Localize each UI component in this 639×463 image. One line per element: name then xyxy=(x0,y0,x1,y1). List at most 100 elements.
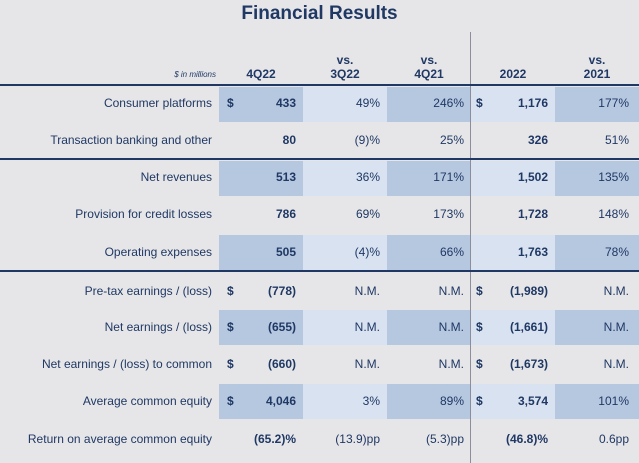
col-header-line1 xyxy=(471,53,555,67)
currency-symbol: $ xyxy=(476,284,483,298)
value-vs-3q22: N.M. xyxy=(354,320,380,334)
value-vs-2021: 0.6pp xyxy=(598,432,629,446)
value-4q22: 4,046 xyxy=(265,394,296,408)
value-vs-4q21: 246% xyxy=(433,96,464,110)
value-2022: (1,989) xyxy=(509,284,548,298)
table-row: Net earnings / (loss) $ (655) N.M. N.M. … xyxy=(0,309,639,346)
value-4q22: 433 xyxy=(275,96,296,110)
value-4q22: 513 xyxy=(275,170,296,184)
row-label: Transaction banking and other xyxy=(50,133,212,147)
table-row: Provision for credit losses 786 69% 173%… xyxy=(0,196,639,233)
col-header-line2: 2021 xyxy=(583,67,611,81)
table-row: Return on average common equity (65.2)% … xyxy=(0,421,639,458)
value-vs-3q22: 49% xyxy=(355,96,380,110)
units-note: $ in millions xyxy=(174,70,216,79)
value-vs-2021: 101% xyxy=(598,394,629,408)
currency-symbol: $ xyxy=(227,394,234,408)
value-vs-2021: 78% xyxy=(604,245,629,259)
value-vs-3q22: 69% xyxy=(355,207,380,221)
row-label: Return on average common equity xyxy=(27,432,212,446)
value-vs-2021: 135% xyxy=(598,170,629,184)
value-vs-2021: N.M. xyxy=(603,284,629,298)
value-vs-4q21: 25% xyxy=(439,133,464,147)
page-title: Financial Results xyxy=(241,3,398,24)
value-vs-4q21: 66% xyxy=(439,245,464,259)
table-row: Pre-tax earnings / (loss) $ (778) N.M. N… xyxy=(0,273,639,310)
value-vs-3q22: (4)% xyxy=(354,245,380,259)
currency-symbol: $ xyxy=(476,96,483,110)
col-header-line2: 4Q21 xyxy=(414,67,444,81)
divider-line xyxy=(0,84,639,86)
value-vs-3q22: N.M. xyxy=(354,357,380,371)
row-label: Net revenues xyxy=(140,170,212,184)
value-vs-3q22: (13.9)pp xyxy=(335,432,380,446)
value-vs-4q21: N.M. xyxy=(438,320,464,334)
row-label: Pre-tax earnings / (loss) xyxy=(84,284,212,298)
currency-symbol: $ xyxy=(227,357,234,371)
value-4q22: 505 xyxy=(275,245,296,259)
col-header-line2: 2022 xyxy=(499,67,527,81)
value-4q22: (65.2)% xyxy=(253,432,296,446)
col-header-vs-4q21: vs. 4Q21 xyxy=(387,53,471,81)
value-vs-2021: N.M. xyxy=(603,357,629,371)
value-vs-4q21: N.M. xyxy=(438,357,464,371)
col-header-line2: 3Q22 xyxy=(330,67,360,81)
value-vs-3q22: 36% xyxy=(355,170,380,184)
value-2022: 1,728 xyxy=(517,207,548,221)
value-vs-2021: 51% xyxy=(604,133,629,147)
value-vs-2021: 148% xyxy=(598,207,629,221)
table-row: Consumer platforms $ 433 49% 246% $ 1,17… xyxy=(0,85,639,122)
col-header-line1: vs. xyxy=(588,53,606,67)
value-vs-4q21: 89% xyxy=(439,394,464,408)
value-vs-3q22: 3% xyxy=(362,394,380,408)
currency-symbol: $ xyxy=(227,284,234,298)
value-2022: 1,502 xyxy=(517,170,548,184)
value-4q22: 786 xyxy=(275,207,296,221)
table-row: Net earnings / (loss) to common $ (660) … xyxy=(0,346,639,383)
value-4q22: (655) xyxy=(267,320,296,334)
divider-line xyxy=(0,270,639,272)
col-header-line2: 4Q22 xyxy=(246,67,276,81)
value-2022: 3,574 xyxy=(517,394,548,408)
value-vs-4q21: (5.3)pp xyxy=(425,432,464,446)
table-row: Operating expenses 505 (4)% 66% 1,763 78… xyxy=(0,234,639,271)
value-2022: 326 xyxy=(527,133,548,147)
value-vs-3q22: (9)% xyxy=(354,133,380,147)
value-2022: (1,673) xyxy=(509,357,548,371)
value-4q22: (778) xyxy=(267,284,296,298)
row-label: Consumer platforms xyxy=(103,96,212,110)
col-header-line1: vs. xyxy=(336,53,354,67)
value-4q22: 80 xyxy=(282,133,296,147)
value-2022: 1,176 xyxy=(517,96,548,110)
row-label: Net earnings / (loss) to common xyxy=(41,357,212,371)
col-header-vs-2021: vs. 2021 xyxy=(555,53,639,81)
value-2022: (46.8)% xyxy=(505,432,548,446)
table-row: Transaction banking and other 80 (9)% 25… xyxy=(0,122,639,159)
row-label: Provision for credit losses xyxy=(75,207,212,221)
value-vs-2021: N.M. xyxy=(603,320,629,334)
currency-symbol: $ xyxy=(227,320,234,334)
currency-symbol: $ xyxy=(227,96,234,110)
value-vs-2021: 177% xyxy=(598,96,629,110)
col-header-4q22: 4Q22 xyxy=(219,53,303,81)
col-header-2022: 2022 xyxy=(471,53,555,81)
currency-symbol: $ xyxy=(476,357,483,371)
divider-line xyxy=(0,158,639,160)
table-row: Net revenues 513 36% 171% 1,502 135% xyxy=(0,159,639,196)
col-header-line1: vs. xyxy=(420,53,438,67)
row-label: Average common equity xyxy=(82,394,212,408)
currency-symbol: $ xyxy=(476,394,483,408)
table-row: Average common equity $ 4,046 3% 89% $ 3… xyxy=(0,383,639,420)
row-label: Operating expenses xyxy=(104,245,212,259)
col-header-vs-3q22: vs. 3Q22 xyxy=(303,53,387,81)
value-vs-4q21: 171% xyxy=(433,170,464,184)
value-4q22: (660) xyxy=(267,357,296,371)
value-2022: 1,763 xyxy=(517,245,548,259)
currency-symbol: $ xyxy=(476,320,483,334)
value-2022: (1,661) xyxy=(509,320,548,334)
column-divider xyxy=(470,32,471,463)
value-vs-4q21: N.M. xyxy=(438,284,464,298)
value-vs-3q22: N.M. xyxy=(354,284,380,298)
col-header-line1 xyxy=(219,53,303,67)
value-vs-4q21: 173% xyxy=(433,207,464,221)
